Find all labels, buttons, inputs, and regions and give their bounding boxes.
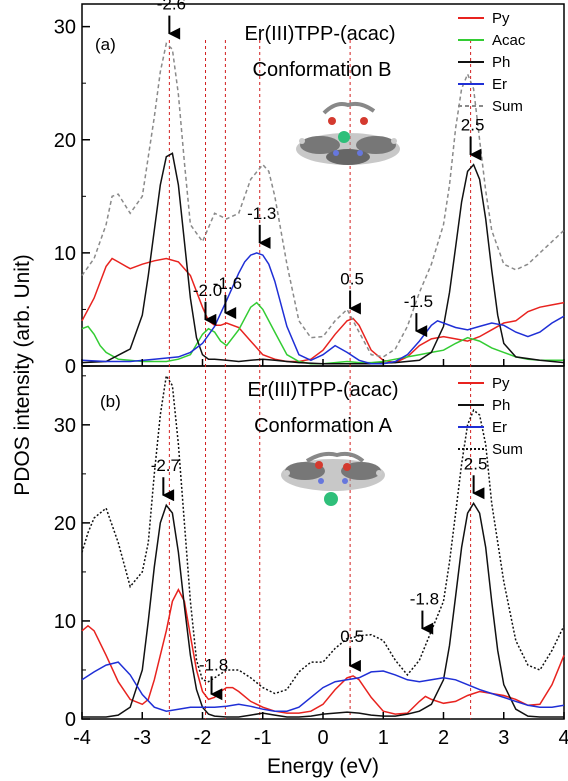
y-axis-label: PDOS intensity (arb. Unit)	[11, 254, 34, 496]
panel-b-title-line1: Er(III)TPP-(acac)	[247, 379, 398, 401]
legend-label-a-py: Py	[492, 10, 510, 27]
panel-b-label: (b)	[100, 392, 121, 411]
series-line-a-py	[81, 257, 565, 364]
x-tick-label--4: -4	[73, 727, 91, 749]
annotation-label-b-2: 0.5	[340, 627, 364, 646]
series-line-b-sum	[81, 373, 565, 695]
x-tick-label-1: 1	[378, 727, 389, 749]
series-line-b-py	[81, 587, 565, 715]
legend-label-b-sum: Sum	[492, 441, 523, 458]
y-tick-label-a-30: 30	[54, 17, 76, 39]
x-tick-label-2: 2	[438, 727, 449, 749]
x-tick-label-3: 3	[498, 727, 509, 749]
y-tick-label-a-0: 0	[65, 356, 76, 378]
x-axis-label: Energy (eV)	[267, 755, 379, 778]
series-line-a-er	[81, 252, 565, 365]
annotation-label-a-3: -2.0	[193, 281, 222, 300]
panel-a-label: (a)	[95, 35, 116, 54]
series-line-a-ph	[81, 152, 565, 365]
molecule-image-conformation-a	[281, 451, 385, 506]
annotation-label-a-6: 2.5	[461, 116, 485, 135]
legend-label-a-sum: Sum	[492, 98, 523, 115]
annotation-label-b-0: -2.7	[151, 456, 180, 475]
peak-annotations: -2.6 -1.3 -1.6-2.0 0.5 -1.5 2.5 -2.7 -1.8 0.5 -1.…	[151, 0, 488, 701]
legends: Py Acac Ph Er Sum Py Ph Er Sum	[458, 10, 526, 458]
x-tick-label--3: -3	[133, 727, 151, 749]
y-tick-label-b-0: 0	[65, 709, 76, 731]
x-tick-label-4: 4	[558, 727, 568, 749]
molecule-image-conformation-b	[296, 101, 400, 165]
y-tick-label-b-10: 10	[54, 611, 76, 633]
y-tick-label-a-20: 20	[54, 130, 76, 152]
annotation-label-a-4: 0.5	[340, 269, 364, 288]
annotation-label-b-4: 2.5	[464, 454, 488, 473]
legend-label-b-py: Py	[492, 375, 510, 392]
x-tick-label-0: 0	[317, 727, 328, 749]
x-tick-label--1: -1	[254, 727, 272, 749]
annotation-label-a-1: -1.3	[247, 204, 276, 223]
legend-label-b-ph: Ph	[492, 397, 510, 414]
panel-b-title-line2: Conformation A	[254, 415, 393, 437]
annotation-label-b-3: -1.8	[410, 590, 439, 609]
reference-dashed-lines	[168, 40, 472, 719]
x-tick-label--2: -2	[194, 727, 212, 749]
y-tick-label-a-10: 10	[54, 243, 76, 265]
annotation-label-b-1: -1.8	[199, 655, 228, 674]
panel-a-title-line1: Er(III)TPP-(acac)	[244, 23, 395, 45]
panel-a-title-line2: Conformation B	[253, 59, 392, 81]
legend-label-a-er: Er	[492, 76, 507, 93]
axes-ticks: 0 10 20 30 0 10 20 30 -4 -3 -2 -1 0 1 2 3 4	[54, 17, 568, 749]
y-tick-label-b-30: 30	[54, 415, 76, 437]
series-line-a-sum	[81, 42, 565, 358]
legend-label-b-er: Er	[492, 419, 507, 436]
y-tick-label-b-20: 20	[54, 513, 76, 535]
legend-label-a-ph: Ph	[492, 54, 510, 71]
legend-label-a-acac: Acac	[492, 32, 526, 49]
panel-a-curves	[81, 42, 565, 365]
series-line-b-ph	[82, 501, 564, 718]
annotation-label-a-5: -1.5	[404, 292, 433, 311]
series-line-b-er	[81, 661, 565, 712]
annotation-label-a-0: -2.6	[157, 0, 186, 14]
annotation-label-a-2: -1.6	[213, 274, 242, 293]
